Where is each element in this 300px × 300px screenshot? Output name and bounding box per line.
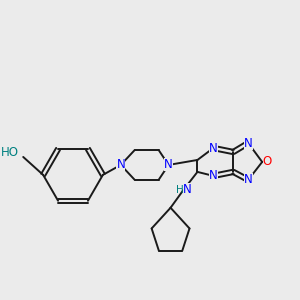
Text: H: H [176,185,183,195]
Text: HO: HO [1,146,19,160]
Text: N: N [244,136,253,149]
Text: N: N [164,158,173,171]
Text: N: N [244,173,253,186]
Text: N: N [183,183,192,196]
Text: N: N [209,142,218,154]
Text: N: N [116,158,125,171]
Text: N: N [209,169,218,182]
Text: O: O [262,155,272,168]
